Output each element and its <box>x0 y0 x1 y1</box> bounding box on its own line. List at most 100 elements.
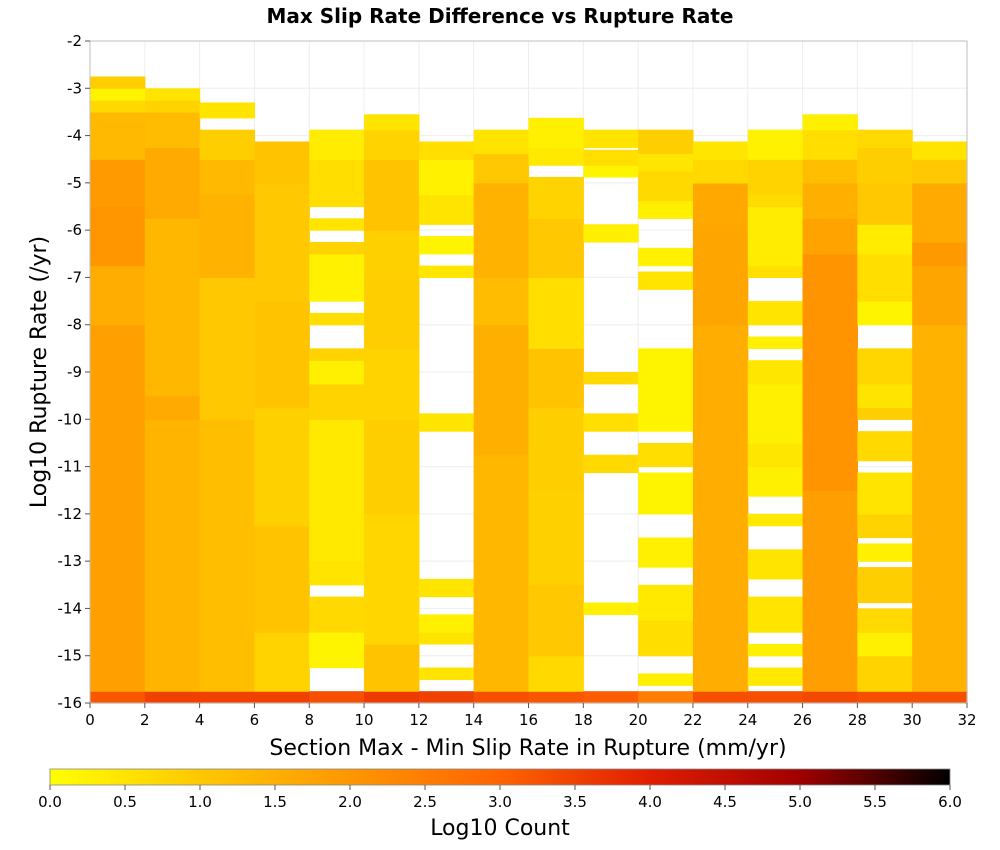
heatmap-cell <box>638 584 694 621</box>
heatmap-cell <box>747 691 804 704</box>
heatmap-cell <box>583 224 639 243</box>
heatmap-cell <box>528 218 584 279</box>
heatmap-cell <box>692 141 749 160</box>
y-tick-label: -15 <box>58 647 83 665</box>
y-tick-label: -12 <box>58 505 83 523</box>
heatmap-cell <box>364 513 420 645</box>
heatmap-cell <box>528 490 584 586</box>
heatmap-cells <box>90 76 968 704</box>
heatmap-cell <box>638 247 694 267</box>
heatmap-cell <box>638 271 694 290</box>
heatmap-cell <box>418 614 475 633</box>
heatmap-cell <box>364 159 420 231</box>
heatmap-cell <box>199 194 256 279</box>
y-axis-ticks: -2 -3 -4 -5 -6 -7 -8 -9 -10 -11 -12 -13 -14 -15 -16 <box>58 32 90 712</box>
x-tick-label: 4 <box>195 711 205 729</box>
heatmap-cell <box>364 277 420 349</box>
heatmap-cell <box>254 632 310 692</box>
x-tick-label: 28 <box>848 711 867 729</box>
heatmap-cell <box>199 129 256 160</box>
heatmap-cell <box>528 277 584 349</box>
x-tick-label: 12 <box>409 711 428 729</box>
heatmap-cell <box>583 602 639 615</box>
heatmap-cell <box>309 253 365 302</box>
heatmap-cell <box>857 147 913 184</box>
heatmap-cell <box>144 147 201 219</box>
heatmap-cell <box>309 632 365 669</box>
heatmap-cell <box>144 218 201 397</box>
y-tick-label: -11 <box>58 458 83 476</box>
heatmap-cell <box>857 407 913 420</box>
y-tick-label: -6 <box>67 221 82 239</box>
heatmap-cell <box>254 182 310 302</box>
x-tick-label: 8 <box>304 711 314 729</box>
heatmap-cell <box>309 691 365 704</box>
heatmap-cell <box>254 141 310 184</box>
y-tick-label: -14 <box>58 599 83 617</box>
heatmap-cell <box>857 383 913 409</box>
heatmap-cell <box>473 691 530 704</box>
colorbar-tick-label: 5.5 <box>863 793 887 811</box>
heatmap-cell <box>418 194 475 225</box>
colorbar-ticks: 0.0 0.5 1.0 1.5 2.0 2.5 3.0 3.5 4.0 4.5 5.0 5.5 6.0 <box>38 785 962 811</box>
colorbar <box>49 768 951 786</box>
heatmap-cell <box>692 230 749 326</box>
colorbar-tick-label: 1.0 <box>188 793 212 811</box>
heatmap-cell <box>364 129 420 160</box>
heatmap-cell <box>747 206 804 267</box>
heatmap-cell <box>638 200 694 219</box>
colorbar-label: Log10 Count <box>430 816 570 841</box>
heatmap-cell <box>912 159 968 184</box>
colorbar-tick-label: 6.0 <box>938 793 962 811</box>
heatmap-cell <box>309 561 365 586</box>
heatmap-cell <box>254 407 310 527</box>
colorbar-tick-label: 0.0 <box>38 793 62 811</box>
x-axis-ticks: 0 2 4 6 8 10 12 14 16 18 20 22 24 26 28 30 32 <box>85 703 977 729</box>
heatmap-cell <box>857 129 913 148</box>
y-tick-label: -3 <box>67 79 82 97</box>
heatmap-cell <box>473 324 530 456</box>
heatmap-cell <box>309 383 365 420</box>
x-axis-label: Section Max - Min Slip Rate in Rupture (… <box>269 736 786 761</box>
x-tick-label: 32 <box>957 711 976 729</box>
y-axis-label: Log10 Rupture Rate (/yr) <box>27 236 52 508</box>
heatmap-cell <box>309 241 365 255</box>
heatmap-cell <box>418 413 475 432</box>
colorbar-tick-label: 2.5 <box>413 793 437 811</box>
y-tick-label: -10 <box>58 410 83 428</box>
heatmap-cell <box>802 490 858 692</box>
heatmap-cell <box>364 643 420 692</box>
heatmap-cell <box>309 129 365 160</box>
heatmap-cell <box>747 549 804 580</box>
y-tick-label: -8 <box>67 316 82 334</box>
heatmap-cell <box>90 76 146 89</box>
heatmap-cell <box>692 324 749 692</box>
y-tick-label: -5 <box>67 174 82 192</box>
heatmap-cell <box>144 88 201 101</box>
heatmap-cell <box>583 149 639 166</box>
heatmap-cell <box>857 224 913 255</box>
colorbar-tick-label: 1.5 <box>263 793 287 811</box>
x-tick-label: 22 <box>683 711 702 729</box>
y-tick-label: -16 <box>58 694 83 712</box>
heatmap-cell <box>638 348 694 432</box>
heatmap-cell <box>528 176 584 219</box>
chart-title: Max Slip Rate Difference vs Rupture Rate <box>267 4 734 28</box>
heatmap-cell <box>857 513 913 539</box>
x-tick-label: 26 <box>793 711 812 729</box>
heatmap-cell <box>583 372 639 385</box>
heatmap-cell <box>144 111 201 148</box>
x-tick-label: 14 <box>464 711 483 729</box>
heatmap-cell <box>309 312 365 326</box>
heatmap-cell <box>473 182 530 279</box>
heatmap-cell <box>802 114 858 131</box>
heatmap-cell <box>747 129 804 160</box>
heatmap-cell <box>802 129 858 160</box>
heatmap-cell <box>857 567 913 604</box>
heatmap-cell <box>309 348 365 361</box>
heatmap-cell <box>254 691 310 704</box>
heatmap-cell <box>144 419 201 692</box>
heatmap-cell <box>528 117 584 148</box>
heatmap-cell <box>802 691 858 704</box>
